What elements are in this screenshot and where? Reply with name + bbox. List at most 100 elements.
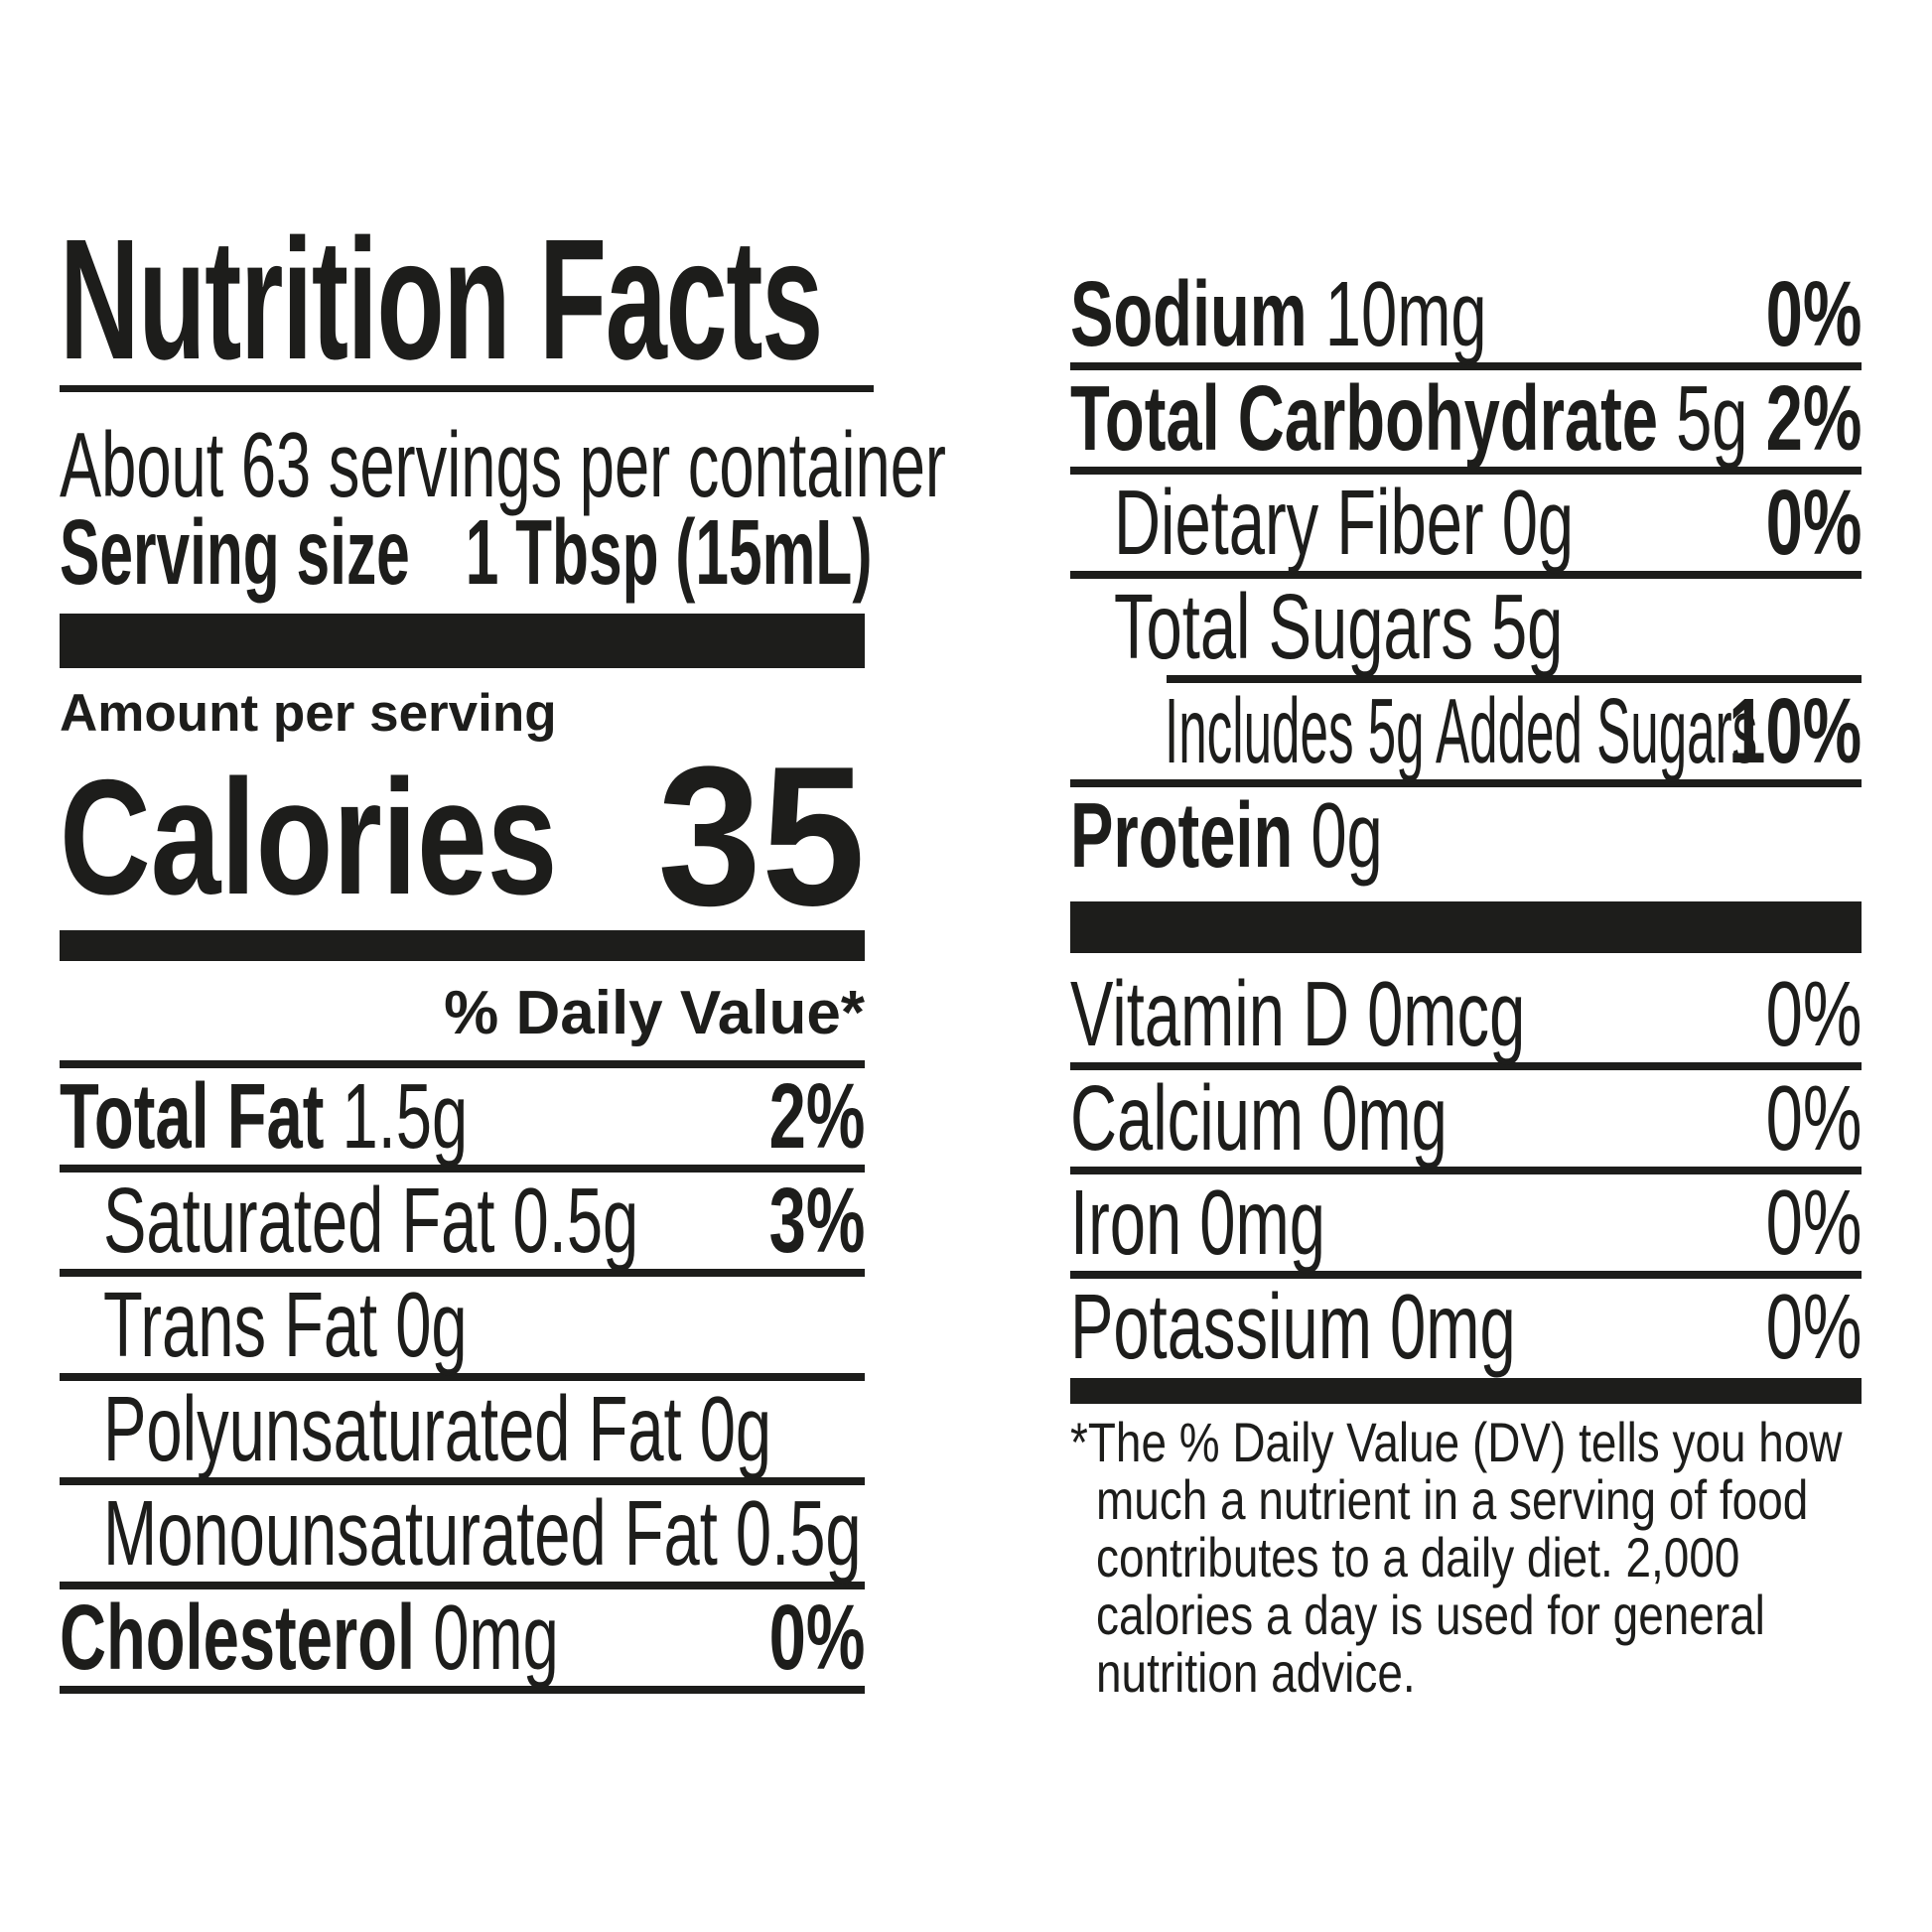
nutrient-value: 10mg (1307, 262, 1487, 365)
nutrient-label: Dietary Fiber (1114, 471, 1484, 574)
nutrient-label: Protein (1070, 783, 1294, 887)
row-divider (60, 1269, 865, 1277)
nutrient-value: 0mcg (1349, 962, 1526, 1065)
nutrient-label-group: Sodium 10mg (1070, 266, 1487, 362)
nutrient-label: Sodium (1070, 262, 1308, 365)
nutrient-label-group: Iron 0mg (1070, 1174, 1325, 1271)
row-divider (1070, 467, 1862, 475)
nutrient-daily-value-pct: 0% (1765, 471, 1862, 574)
nutrient-label-group: Vitamin D 0mcg (1070, 966, 1525, 1062)
nutrient-label-group: Calcium 0mg (1070, 1070, 1448, 1167)
nutrient-daily-value-pct: 3% (768, 1169, 865, 1272)
nutrient-rows-right: Sodium 10mg 0% Total Carbohydrate 5g 2% Diet… (1070, 266, 1862, 884)
footnote-line-text: nutrition advice. (1096, 1641, 1416, 1704)
nutrient-label: Total Carbohydrate (1070, 366, 1659, 470)
nutrient-daily-value-pct: 0% (1765, 962, 1862, 1065)
row-divider (1070, 362, 1862, 370)
nutrient-label: Calcium (1070, 1066, 1305, 1170)
nutrient-label-group: Polyunsaturated Fat 0g (103, 1381, 771, 1477)
daily-value-divider (60, 1060, 865, 1068)
row-divider (1070, 1271, 1862, 1279)
nutrient-value: 0mg (1371, 1275, 1516, 1378)
nutrient-label: Cholesterol (60, 1586, 416, 1689)
nutrient-row: Total Fat 1.5g 2% (60, 1068, 865, 1165)
label-title: Nutrition Facts (60, 205, 865, 393)
nutrient-label-group: Total Sugars 5g (1114, 579, 1563, 675)
calories-value: 35 (656, 726, 865, 947)
nutrient-label-group: Saturated Fat 0.5g (103, 1173, 638, 1269)
footnote-line: contributes to a daily diet. 2,000 (1070, 1529, 1862, 1587)
nutrient-label: Iron (1070, 1171, 1182, 1274)
protein-divider-bar (1070, 901, 1862, 953)
nutrient-daily-value-pct: 2% (768, 1064, 865, 1168)
nutrient-label-group: Monounsaturated Fat 0.5g (103, 1485, 862, 1582)
nutrient-daily-value-pct: 0% (768, 1586, 865, 1689)
nutrient-row: Polyunsaturated Fat 0g (60, 1381, 865, 1477)
nutrient-value: 0mg (1304, 1066, 1448, 1170)
nutrient-label: Monounsaturated Fat (103, 1481, 718, 1585)
nutrient-label: Total Fat (60, 1064, 325, 1168)
nutrient-daily-value-pct: 0% (1765, 1171, 1862, 1274)
nutrient-row: Iron 0mg 0% (1070, 1174, 1862, 1271)
serving-size-line: Serving size 1 Tbsp (15mL) (60, 502, 872, 602)
footnote-line: calories a day is used for general (1070, 1587, 1862, 1644)
daily-value-footnote: *The % Daily Value (DV) tells you how mu… (1070, 1414, 1862, 1702)
nutrient-row: Saturated Fat 0.5g 3% (60, 1173, 865, 1269)
row-divider (1070, 1167, 1862, 1174)
nutrient-row: Calcium 0mg 0% (1070, 1070, 1862, 1167)
footnote-line-text: contributes to a daily diet. 2,000 (1096, 1526, 1740, 1588)
nutrient-label: Saturated Fat (103, 1169, 495, 1272)
nutrient-label: Trans Fat (103, 1273, 378, 1376)
calories-divider-bar (60, 930, 865, 961)
nutrient-daily-value-pct: 0% (1765, 262, 1862, 365)
nutrient-row: Sodium 10mg 0% (1070, 266, 1862, 362)
nutrient-label-group: Total Carbohydrate 5g (1070, 370, 1748, 467)
servings-per-container: About 63 servings per container (60, 415, 946, 514)
vitamin-mineral-rows: Vitamin D 0mcg 0% Calcium 0mg 0% Iron 0mg 0% P… (1070, 966, 1862, 1375)
nutrient-label: Includes 5g Added Sugars (1165, 679, 1758, 782)
nutrient-label-group: Potassium 0mg (1070, 1279, 1516, 1375)
daily-value-header: % Daily Value* (444, 979, 865, 1047)
footnote-line: *The % Daily Value (DV) tells you how (1070, 1414, 1862, 1471)
nutrient-value: 0g (681, 1377, 772, 1480)
nutrient-label: Polyunsaturated Fat (103, 1377, 682, 1480)
nutrient-row: Trans Fat 0g (60, 1277, 865, 1373)
nutrient-value: 5g (1658, 366, 1748, 470)
footnote-line-text: *The % Daily Value (DV) tells you how (1070, 1411, 1843, 1473)
thick-divider-bar (60, 614, 865, 668)
nutrient-value: 0g (1293, 783, 1383, 887)
nutrient-daily-value-pct: 2% (1765, 366, 1862, 470)
nutrient-label-group: Trans Fat 0g (103, 1277, 468, 1373)
nutrient-label-group: Includes 5g Added Sugars (1165, 683, 1757, 779)
nutrient-row: Vitamin D 0mcg 0% (1070, 966, 1862, 1062)
footnote-line: nutrition advice. (1070, 1644, 1862, 1702)
nutrient-rows-left: Total Fat 1.5g 2% Saturated Fat 0.5g 3% Tran… (60, 1068, 865, 1694)
nutrient-value: 0mg (415, 1586, 559, 1689)
nutrient-row: Protein 0g (1070, 787, 1862, 884)
nutrient-label: Total Sugars (1114, 575, 1473, 678)
serving-size-value: 1 Tbsp (15mL) (465, 500, 873, 604)
footnote-line: much a nutrient in a serving of food (1070, 1471, 1862, 1529)
nutrient-row: Includes 5g Added Sugars 10% (1070, 683, 1862, 779)
nutrient-daily-value-pct: 0% (1765, 1066, 1862, 1170)
vitamins-divider-bar (1070, 1378, 1862, 1404)
footnote-line-text: calories a day is used for general (1096, 1584, 1765, 1646)
nutrient-row: Total Sugars 5g (1070, 579, 1862, 675)
row-divider (1070, 1062, 1862, 1070)
row-divider (60, 1477, 865, 1485)
row-divider (1070, 571, 1862, 579)
row-divider (60, 1686, 865, 1694)
label-title-text: Nutrition Facts (60, 203, 823, 395)
nutrient-value: 0.5g (494, 1169, 639, 1272)
serving-size-label: Serving size (60, 500, 410, 604)
nutrient-value: 0mg (1181, 1171, 1325, 1274)
calories-row: Calories 35 (60, 726, 865, 947)
nutrient-value: 0g (377, 1273, 468, 1376)
nutrient-label-group: Cholesterol 0mg (60, 1589, 559, 1686)
nutrient-value: 5g (1472, 575, 1564, 678)
nutrient-row: Potassium 0mg 0% (1070, 1279, 1862, 1375)
row-divider (1167, 675, 1862, 683)
calories-label: Calories (60, 746, 558, 928)
serving-size-group: Serving size 1 Tbsp (15mL) (60, 502, 872, 602)
